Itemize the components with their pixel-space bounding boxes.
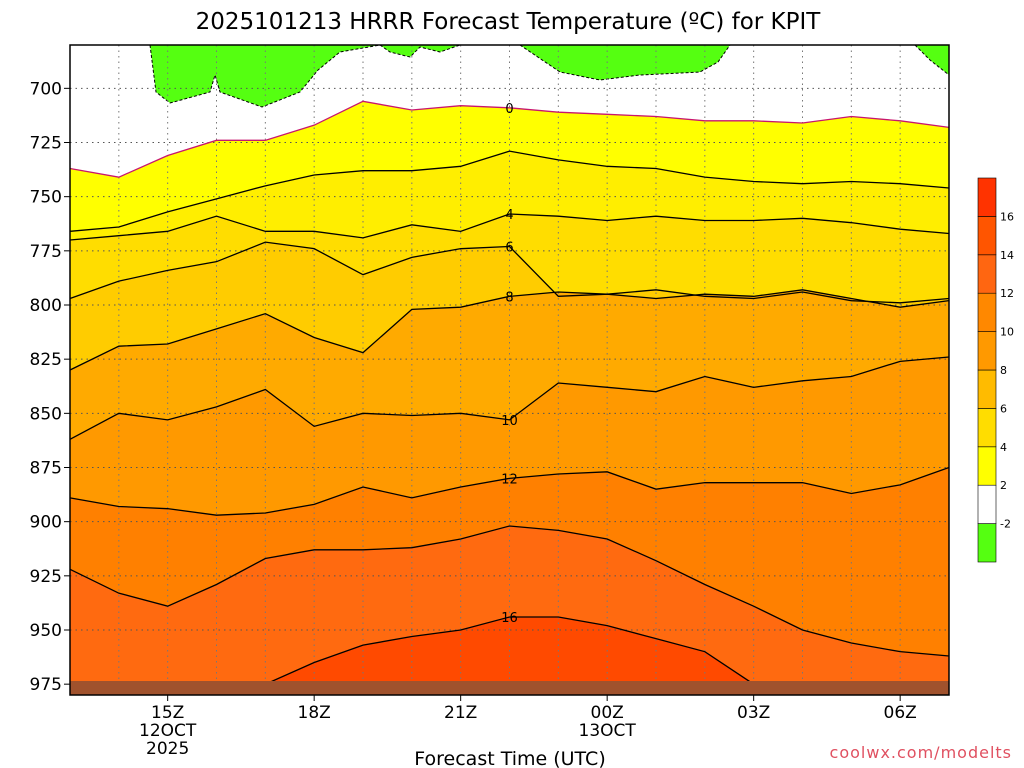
colorbar-legend: -2 2 4 6 8 10 12 14 16 <box>977 177 1014 563</box>
isotherm-2 <box>69 150 950 232</box>
isotherm-label-6: 6 <box>505 241 513 256</box>
y-tick-label: 775 <box>30 242 62 262</box>
x-tick-label: 00Z <box>591 703 624 723</box>
isotherm-label-12: 12 <box>501 472 518 487</box>
fill-band-minus-2-east <box>518 44 731 81</box>
isotherm-4 <box>69 213 950 241</box>
colorbar-label: 8 <box>1000 364 1007 377</box>
colorbar-swatch <box>977 216 997 256</box>
surface-ground-band <box>70 681 949 695</box>
isotherm-14 <box>69 525 950 657</box>
x-tick-label: 18Z <box>298 703 331 723</box>
colorbar-label: 14 <box>1000 249 1014 262</box>
isotherm-6 <box>69 241 950 304</box>
colorbar-swatch <box>977 408 997 448</box>
isotherm-8 <box>69 289 950 371</box>
y-tick-label: 925 <box>30 567 62 587</box>
colorbar-swatch <box>977 292 997 332</box>
isotherm-12 <box>69 466 950 516</box>
colorbar-label: 12 <box>1000 287 1014 300</box>
chart-title: 2025101213 HRRR Forecast Temperature (ºC… <box>196 9 822 35</box>
y-tick-label: 850 <box>30 404 62 424</box>
plot-frame <box>69 44 950 696</box>
fill-band-minus-2-mid <box>378 44 461 58</box>
y-tick-label: 975 <box>30 675 62 695</box>
colorbar-swatch <box>977 254 997 294</box>
fill-band-14 <box>70 526 949 685</box>
y-axis-ticks: 700 725 750 775 800 825 850 875 900 925 950 975 <box>30 79 70 695</box>
colorbar-swatch <box>977 177 997 217</box>
fill-band-12 <box>70 467 949 656</box>
x-tick-label: 15Z <box>151 703 184 723</box>
plot-area: 0 4 6 8 10 12 16 <box>69 44 950 696</box>
isotherm-label-8: 8 <box>505 290 513 305</box>
isotherm-lines: 0 4 6 8 10 12 16 <box>69 100 950 685</box>
isotherm-label-4: 4 <box>505 208 513 223</box>
y-tick-label: 725 <box>30 134 62 154</box>
colorbar-swatch <box>977 331 997 371</box>
y-tick-label: 900 <box>30 513 62 533</box>
isotherm-10 <box>69 356 950 440</box>
x-axis-label: Forecast Time (UTC) <box>414 748 605 768</box>
y-tick-label: 875 <box>30 459 62 479</box>
isotherm-label-10: 10 <box>501 414 518 429</box>
x-tick-label: 21Z <box>444 703 477 723</box>
fill-band-6 <box>70 242 949 370</box>
colorbar-swatch <box>977 523 997 563</box>
isotherm-label-16: 16 <box>501 611 518 626</box>
isotherm-label-0: 0 <box>505 102 513 117</box>
y-tick-label: 700 <box>30 79 62 99</box>
x-tick-label: 13OCT <box>579 721 637 741</box>
fill-band-0 <box>70 101 949 232</box>
temperature-fills <box>70 44 950 695</box>
x-tick-label: 12OCT <box>139 721 197 741</box>
colorbar-label: 10 <box>1000 326 1014 339</box>
colorbar-label: 16 <box>1000 210 1014 223</box>
fill-band-4 <box>70 214 949 303</box>
y-tick-label: 750 <box>30 188 62 208</box>
x-tick-label: 03Z <box>737 703 770 723</box>
colorbar-swatch <box>977 446 997 486</box>
gridlines <box>70 45 949 695</box>
credit-link[interactable]: coolwx.com/modelts <box>830 743 1012 762</box>
fill-band-2 <box>70 151 949 240</box>
colorbar-swatch <box>977 484 997 524</box>
colorbar-label: 2 <box>1000 479 1007 492</box>
x-tick-label: 06Z <box>884 703 917 723</box>
y-tick-label: 950 <box>30 621 62 641</box>
colorbar-label: -2 <box>1000 518 1011 531</box>
y-tick-label: 825 <box>30 350 62 370</box>
colorbar-label: 6 <box>1000 402 1007 415</box>
colorbar-label: 4 <box>1000 441 1007 454</box>
colorbar-swatch <box>977 369 997 409</box>
y-tick-label: 800 <box>30 296 62 316</box>
isotherm-0 <box>69 100 950 178</box>
x-tick-label: 2025 <box>146 739 189 759</box>
